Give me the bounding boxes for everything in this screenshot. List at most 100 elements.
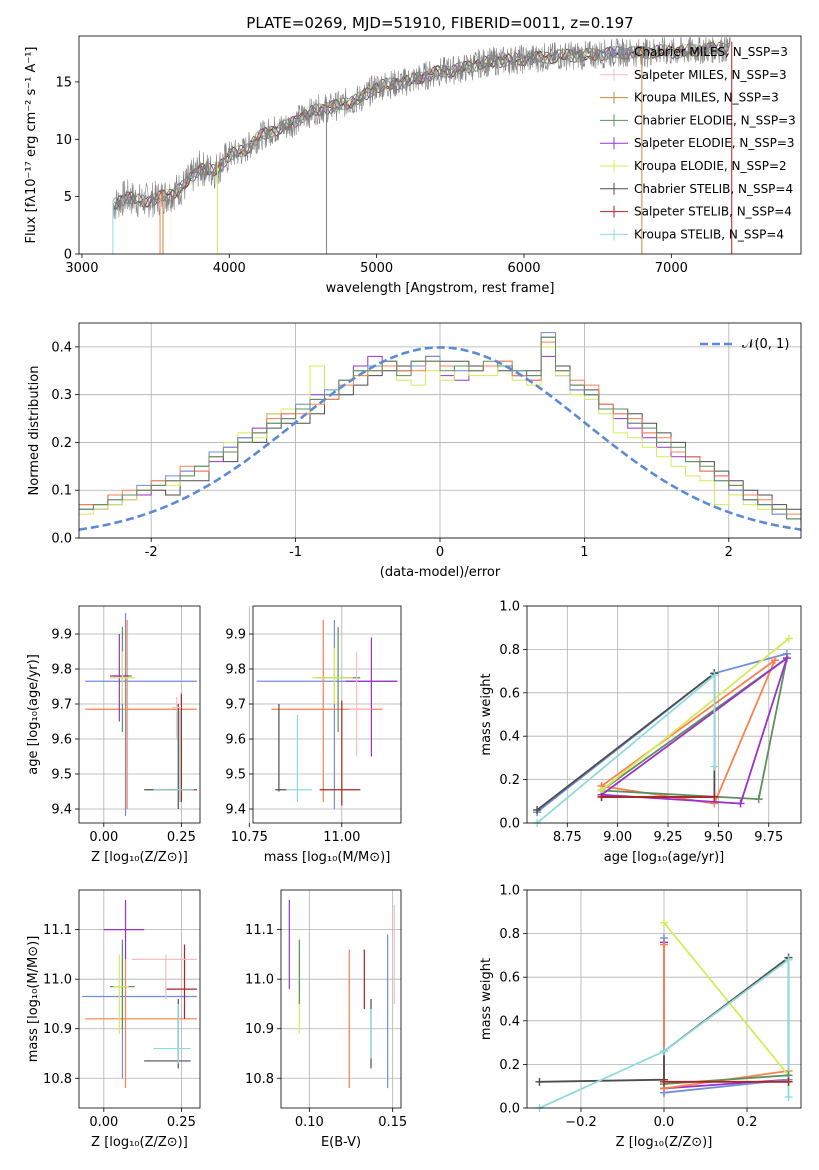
y-tick-label: 0.1 — [51, 484, 72, 499]
y-tick-label: 1.0 — [499, 600, 520, 615]
x-tick-label: 0.00 — [89, 830, 118, 845]
y-tick-label: 9.8 — [51, 663, 72, 678]
y-tick-label: 0.8 — [499, 643, 520, 658]
x-tick-label: 6000 — [507, 261, 540, 276]
axes-frame — [78, 322, 802, 539]
x-tick-label: 9.25 — [654, 830, 683, 845]
y-tick-label: 9.9 — [225, 628, 246, 643]
legend-entry: Kroupa MILES, N_SSP=3 — [634, 91, 779, 105]
weight-line — [663, 922, 790, 1076]
x-tick-label: 4000 — [213, 261, 246, 276]
y-tick-label: 0.3 — [51, 388, 72, 403]
y-tick-label: 9.9 — [51, 628, 72, 643]
x-tick-label: -2 — [145, 545, 158, 560]
x-axis-label: mass [log₁₀(M/M⊙)] — [264, 850, 391, 865]
y-axis-label: mass [log₁₀(M/M⊙)] — [26, 936, 41, 1063]
x-tick-label: 0.0 — [654, 1115, 675, 1130]
y-tick-label: 10.8 — [245, 1072, 274, 1087]
x-tick-label: 11.00 — [323, 830, 360, 845]
y-tick-label: 15 — [55, 75, 72, 90]
x-tick-label: 0.2 — [737, 1115, 758, 1130]
axes-frame — [78, 35, 802, 255]
y-tick-label: 9.8 — [225, 663, 246, 678]
weight-marker — [660, 918, 668, 927]
axes-frame — [280, 889, 402, 1109]
weight-line — [539, 958, 790, 1109]
y-axis-label: Normed distribution — [27, 366, 42, 496]
y-tick-label: 0.2 — [51, 436, 72, 451]
x-axis-label: Z [log₁₀(Z/Z⊙)] — [616, 1135, 713, 1150]
weight-marker — [597, 792, 606, 801]
x-axis-label: Z [log₁₀(Z/Z⊙)] — [91, 850, 188, 865]
y-tick-label: 9.4 — [225, 803, 246, 818]
legend-entry: Chabrier STELIB, N_SSP=4 — [634, 182, 793, 196]
y-tick-label: 0.6 — [499, 686, 520, 701]
y-tick-label: 0.2 — [499, 1058, 520, 1073]
histogram-step — [79, 336, 801, 520]
weight-marker — [535, 1077, 544, 1086]
weight-marker — [784, 955, 793, 964]
x-tick-label: 9.50 — [704, 830, 733, 845]
weight-marker — [784, 1093, 793, 1102]
axes-frame — [78, 889, 201, 1109]
y-tick-label: 9.7 — [225, 698, 246, 713]
x-tick-label: 5000 — [360, 261, 393, 276]
x-tick-label: 3000 — [65, 261, 98, 276]
y-tick-label: 9.6 — [225, 733, 246, 748]
weight-marker — [754, 795, 763, 804]
weight-marker — [660, 1077, 668, 1086]
x-tick-label: 0.10 — [295, 1115, 324, 1130]
weight-marker — [710, 792, 719, 801]
y-tick-label: 9.4 — [51, 803, 72, 818]
y-tick-label: 10 — [55, 133, 72, 148]
weight-marker — [736, 799, 745, 808]
x-axis-label: E(B-V) — [321, 1135, 361, 1150]
legend-entry: Chabrier MILES, N_SSP=3 — [634, 45, 788, 59]
weight-marker — [784, 1077, 793, 1086]
y-tick-label: 11.1 — [43, 923, 72, 938]
weight-marker — [770, 656, 779, 665]
x-tick-label: 8.75 — [553, 830, 582, 845]
y-tick-label: 10.9 — [245, 1022, 274, 1037]
y-tick-label: 0.4 — [499, 730, 520, 745]
weight-marker — [710, 762, 719, 771]
y-tick-label: 0 — [64, 248, 72, 263]
x-axis-label: Z [log₁₀(Z/Z⊙)] — [91, 1135, 188, 1150]
y-axis-label: mass weight — [479, 673, 494, 755]
axes-frame — [78, 605, 201, 824]
x-tick-label: −0.2 — [565, 1115, 597, 1130]
x-tick-label: 0.25 — [167, 830, 196, 845]
legend-entry: Chabrier ELODIE, N_SSP=3 — [634, 113, 796, 127]
y-tick-label: 0.0 — [51, 532, 72, 547]
legend-entry: Kroupa STELIB, N_SSP=4 — [634, 227, 784, 241]
x-tick-label: 0.25 — [167, 1115, 196, 1130]
y-tick-label: 9.7 — [51, 698, 72, 713]
legend-entry: Salpeter ELODIE, N_SSP=3 — [634, 136, 795, 150]
legend-entry: Salpeter MILES, N_SSP=3 — [634, 68, 787, 82]
weight-marker — [533, 805, 542, 814]
x-axis-label: wavelength [Angstrom, rest frame] — [326, 281, 555, 296]
y-axis-label: age [log₁₀(age/yr)] — [26, 654, 41, 775]
x-tick-label: -1 — [289, 545, 302, 560]
y-axis-label: mass weight — [479, 958, 494, 1040]
x-tick-label: 0.15 — [378, 1115, 407, 1130]
y-tick-label: 0.4 — [499, 1014, 520, 1029]
x-tick-label: 1 — [580, 545, 588, 560]
y-tick-label: 0.2 — [499, 773, 520, 788]
y-tick-label: 9.6 — [51, 733, 72, 748]
x-tick-label: 10.75 — [231, 830, 268, 845]
y-tick-label: 0.0 — [499, 817, 520, 832]
weight-marker — [660, 940, 668, 949]
normal-curve — [78, 346, 802, 531]
legend-entry: Salpeter STELIB, N_SSP=4 — [634, 205, 792, 219]
y-tick-label: 0.4 — [51, 340, 72, 355]
axes-frame — [252, 605, 402, 824]
weight-line — [600, 655, 789, 805]
y-axis-label: Flux [fλ10⁻¹⁷ erg cm⁻² s⁻¹ A⁻¹] — [24, 47, 39, 244]
spectrum-data-line — [112, 37, 731, 220]
y-tick-label: 0.8 — [499, 927, 520, 942]
axes-frame — [526, 605, 802, 824]
y-tick-label: 1.0 — [499, 884, 520, 899]
weight-line — [600, 656, 789, 801]
